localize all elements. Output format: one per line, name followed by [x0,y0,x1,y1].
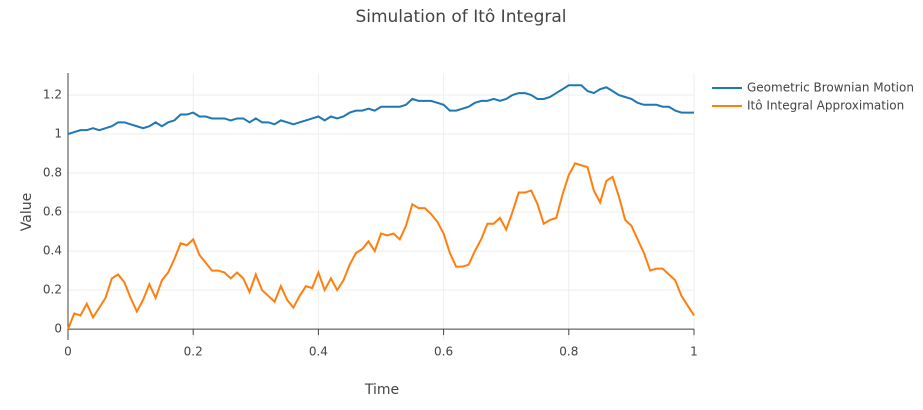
x-tick-label: 0.4 [309,345,328,359]
legend-label: Geometric Brownian Motion [747,81,914,95]
legend-label: Itô Integral Approximation [747,99,904,113]
series-line [67,84,694,135]
y-tick-label: 0.6 [43,205,62,219]
chart-title: Simulation of Itô Integral [355,7,566,27]
x-tick-label: 0 [64,345,72,359]
y-tick-label: 0 [54,322,62,336]
y-axis-title: Value [19,193,35,231]
y-tick-label: 0.4 [43,244,62,258]
y-tick-label: 1.2 [43,88,62,102]
series-line [67,162,695,330]
x-tick-label: 0.8 [559,345,578,359]
y-tick-label: 0.2 [43,283,62,297]
y-tick-label: 1 [54,127,62,141]
x-tick-label: 0.6 [434,345,453,359]
x-axis-title: Time [364,382,399,398]
x-tick-label: 1 [690,345,698,359]
x-tick-label: 0.2 [184,345,203,359]
y-tick-label: 0.8 [43,166,62,180]
